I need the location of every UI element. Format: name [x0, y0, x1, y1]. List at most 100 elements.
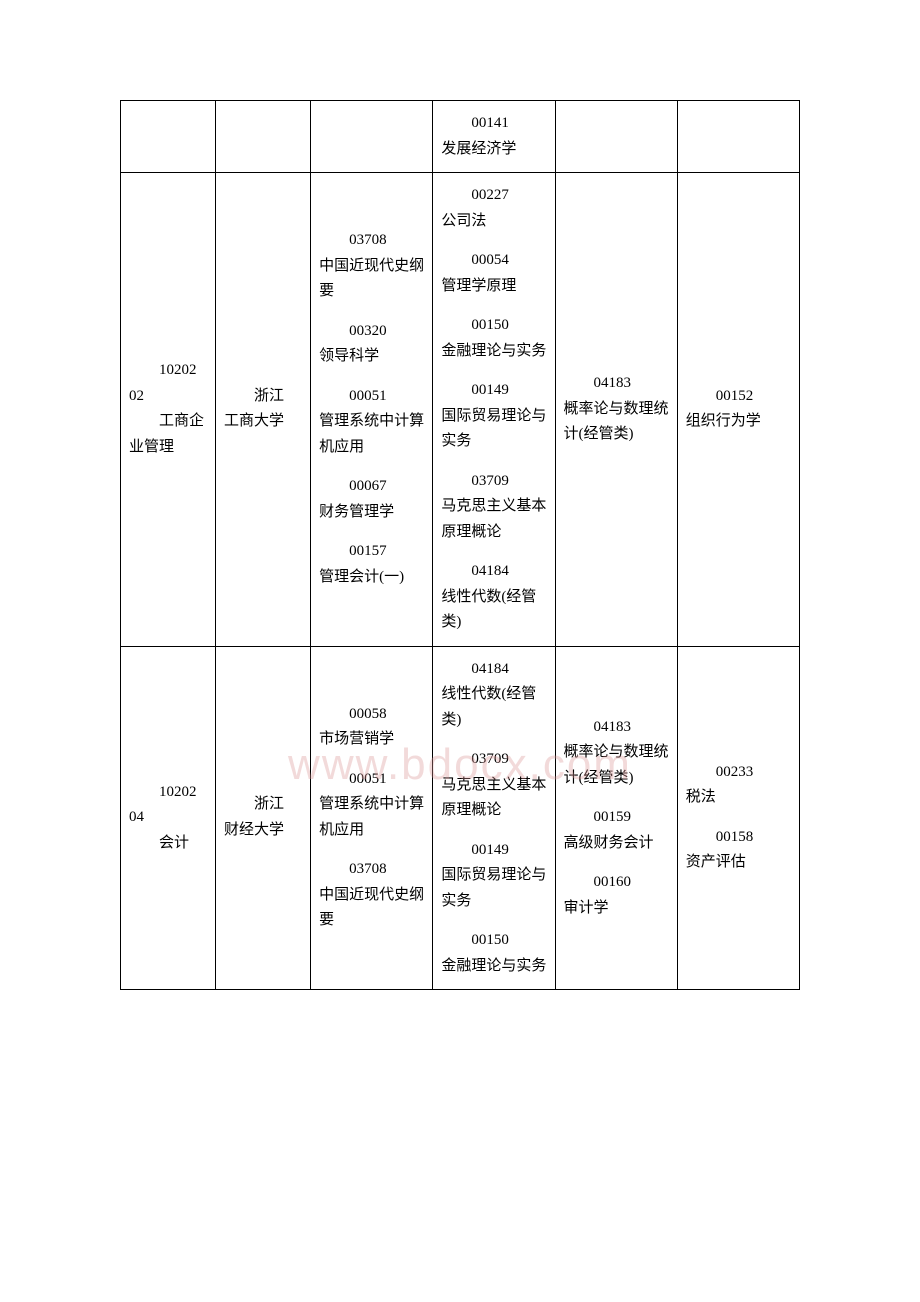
course-item: 00067财务管理学 [319, 474, 424, 525]
course-name: 管理学原理 [441, 274, 546, 300]
course-item: 00227公司法 [441, 183, 546, 234]
table-cell: 浙江工商大学 [216, 173, 311, 647]
table-row: 1020204会计浙江财经大学00058市场营销学00051管理系统中计算机应用… [121, 646, 800, 990]
major-num: 04 [129, 805, 207, 831]
table-cell: 04183概率论与数理统计(经管类) 00159高级财务会计 00160审计学 [555, 646, 677, 990]
course-code: 00058 [319, 702, 424, 728]
course-name: 金融理论与实务 [441, 339, 546, 365]
course-name: 领导科学 [319, 344, 424, 370]
university-line2: 财经大学 [224, 818, 302, 844]
course-item: 03709马克思主义基本原理概论 [441, 747, 546, 824]
course-item: 04183概率论与数理统计(经管类) [564, 715, 669, 792]
course-code: 00158 [686, 825, 791, 851]
course-code: 00320 [319, 319, 424, 345]
course-item: 00160审计学 [564, 870, 669, 921]
course-name: 中国近现代史纲要 [319, 883, 424, 934]
course-item: 00051管理系统中计算机应用 [319, 767, 424, 844]
course-name: 国际贸易理论与实务 [441, 863, 546, 914]
course-item: 00054管理学原理 [441, 248, 546, 299]
course-name: 高级财务会计 [564, 831, 669, 857]
course-name: 金融理论与实务 [441, 954, 546, 980]
course-code: 00149 [441, 378, 546, 404]
course-item: 00152组织行为学 [686, 384, 791, 435]
course-code: 04183 [564, 371, 669, 397]
table-cell: 浙江财经大学 [216, 646, 311, 990]
course-code: 03708 [319, 857, 424, 883]
table-cell: 00058市场营销学 00051管理系统中计算机应用 03708中国近现代史纲要 [311, 646, 433, 990]
table-cell: 03708中国近现代史纲要00320领导科学00051管理系统中计算机应用000… [311, 173, 433, 647]
course-name: 税法 [686, 785, 791, 811]
course-name: 管理会计(一) [319, 565, 424, 591]
table-cell [555, 101, 677, 173]
course-name: 组织行为学 [686, 409, 791, 435]
course-code: 03709 [441, 469, 546, 495]
course-item: 03709马克思主义基本原理概论 [441, 469, 546, 546]
course-item: 00150金融理论与实务 [441, 313, 546, 364]
course-name: 概率论与数理统计(经管类) [564, 740, 669, 791]
course-name: 马克思主义基本原理概论 [441, 773, 546, 824]
table-cell: 00233税法 00158资产评估 [677, 646, 799, 990]
course-code: 00157 [319, 539, 424, 565]
course-code: 04184 [441, 657, 546, 683]
university-line1: 浙江 [224, 384, 302, 410]
table-cell: 00227公司法 00054管理学原理 00150金融理论与实务 00149国际贸易理… [433, 173, 555, 647]
course-code: 00051 [319, 384, 424, 410]
course-table: 00141发展经济学1020202工商企业管理浙江工商大学03708中国近现代史… [120, 100, 800, 990]
table-cell: 04183概率论与数理统计(经管类) [555, 173, 677, 647]
course-name: 线性代数(经管类) [441, 682, 546, 733]
course-code: 00150 [441, 928, 546, 954]
course-name: 管理系统中计算机应用 [319, 409, 424, 460]
course-item: 00320领导科学 [319, 319, 424, 370]
course-name: 市场营销学 [319, 727, 424, 753]
major-name: 工商企业管理 [129, 409, 207, 460]
course-code: 00233 [686, 760, 791, 786]
course-name: 马克思主义基本原理概论 [441, 494, 546, 545]
course-item: 04183概率论与数理统计(经管类) [564, 371, 669, 448]
course-item: 00058市场营销学 [319, 702, 424, 753]
course-code: 00051 [319, 767, 424, 793]
course-name: 公司法 [441, 209, 546, 235]
course-code: 00150 [441, 313, 546, 339]
major-code: 10202 [129, 780, 207, 806]
table-cell: 00141发展经济学 [433, 101, 555, 173]
course-name: 审计学 [564, 896, 669, 922]
course-name: 线性代数(经管类) [441, 585, 546, 636]
table-row: 1020202工商企业管理浙江工商大学03708中国近现代史纲要00320领导科… [121, 173, 800, 647]
course-name: 管理系统中计算机应用 [319, 792, 424, 843]
course-code: 00054 [441, 248, 546, 274]
table-cell: 04184线性代数(经管类)03709马克思主义基本原理概论00149国际贸易理… [433, 646, 555, 990]
major-code: 10202 [129, 358, 207, 384]
major-name: 会计 [129, 831, 207, 857]
course-code: 04184 [441, 559, 546, 585]
course-name: 中国近现代史纲要 [319, 254, 424, 305]
table-cell [677, 101, 799, 173]
major-num: 02 [129, 384, 207, 410]
course-item: 00157管理会计(一) [319, 539, 424, 590]
course-item: 00051管理系统中计算机应用 [319, 384, 424, 461]
course-code: 03709 [441, 747, 546, 773]
course-item: 03708中国近现代史纲要 [319, 857, 424, 934]
table-row: 00141发展经济学 [121, 101, 800, 173]
course-name: 资产评估 [686, 850, 791, 876]
course-code: 04183 [564, 715, 669, 741]
course-item: 04184线性代数(经管类) [441, 657, 546, 734]
course-code: 00159 [564, 805, 669, 831]
course-item: 00150金融理论与实务 [441, 928, 546, 979]
table-cell: 00152组织行为学 [677, 173, 799, 647]
course-item: 00159高级财务会计 [564, 805, 669, 856]
course-code: 00067 [319, 474, 424, 500]
table-cell [121, 101, 216, 173]
course-item: 04184线性代数(经管类) [441, 559, 546, 636]
table-cell [311, 101, 433, 173]
table-cell [216, 101, 311, 173]
course-item: 03708中国近现代史纲要 [319, 228, 424, 305]
course-name: 财务管理学 [319, 500, 424, 526]
university-line1: 浙江 [224, 792, 302, 818]
course-code: 00152 [686, 384, 791, 410]
course-code: 00160 [564, 870, 669, 896]
course-name: 概率论与数理统计(经管类) [564, 397, 669, 448]
course-item: 00149国际贸易理论与实务 [441, 378, 546, 455]
university-line2: 工商大学 [224, 409, 302, 435]
course-code: 00141 [441, 111, 546, 137]
course-item: 00141发展经济学 [441, 111, 546, 162]
